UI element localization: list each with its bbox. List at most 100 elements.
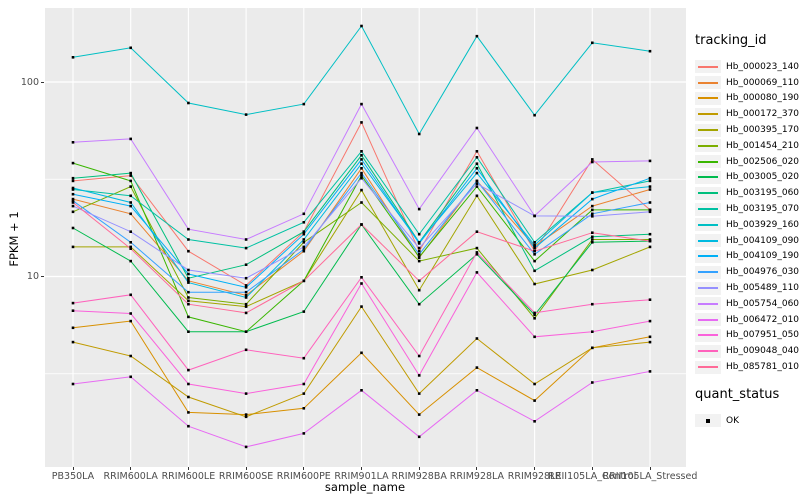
legend-entry: Hb_006472_010 xyxy=(695,312,799,328)
legend-title-tracking-id: tracking_id xyxy=(695,33,767,48)
data-point-Hb_004109_190 xyxy=(360,158,363,161)
data-point-Hb_007951_050 xyxy=(648,319,652,323)
legend-entry: Hb_004109_190 xyxy=(695,249,799,265)
legend-title-quant-status: quant_status xyxy=(695,386,780,402)
x-tick-label: RRIM600SE xyxy=(218,471,274,482)
data-point-Hb_000069_110 xyxy=(187,279,190,283)
x-tick-label: RRIM600LA xyxy=(103,471,158,482)
data-point-Hb_000172_370 xyxy=(129,354,132,358)
legend-line-icon xyxy=(698,287,718,290)
data-point-Hb_003005_020 xyxy=(187,330,190,333)
data-point-Hb_009048_040 xyxy=(187,368,190,372)
legend-entry-label: Hb_004976_030 xyxy=(726,267,800,278)
legend-entry: Hb_002506_020 xyxy=(695,154,799,170)
data-point-Hb_005754_060 xyxy=(648,159,652,163)
data-point-Hb_000172_370 xyxy=(648,340,652,344)
data-point-Hb_006472_010 xyxy=(533,420,536,423)
y-tick-mark xyxy=(41,276,44,277)
data-point-Hb_001454_210 xyxy=(71,210,75,214)
data-point-Hb_003195_060 xyxy=(187,276,190,280)
data-point-Hb_003195_060 xyxy=(244,263,248,266)
data-point-Hb_009048_040 xyxy=(417,354,421,358)
x-tick-mark xyxy=(361,467,362,470)
data-point-Hb_001454_210 xyxy=(533,317,536,320)
legend-key-swatch xyxy=(695,123,721,137)
legend-entry: Hb_001454_210 xyxy=(695,138,799,154)
legend-entry-label: Hb_003929_160 xyxy=(726,219,800,230)
data-point-Hb_004976_030 xyxy=(187,290,190,294)
legend-key-swatch xyxy=(695,186,721,200)
data-point-Hb_005489_110 xyxy=(360,176,363,180)
data-point-Hb_002506_020 xyxy=(533,259,536,263)
legend-key-swatch xyxy=(695,265,721,279)
legend-line-icon xyxy=(698,129,718,132)
data-point-Hb_085781_010 xyxy=(591,231,594,234)
data-point-Hb_006472_010 xyxy=(187,424,190,428)
data-point-Hb_003195_070 xyxy=(648,179,652,183)
data-point-Hb_000023_140 xyxy=(244,284,248,287)
legend-entry-label: Hb_006472_010 xyxy=(726,314,800,325)
data-point-Hb_003929_160 xyxy=(591,41,594,45)
legend-line-icon xyxy=(698,318,718,321)
legend-line-icon xyxy=(698,176,718,179)
data-point-Hb_003005_020 xyxy=(129,259,132,263)
data-point-Hb_006472_010 xyxy=(302,432,306,435)
legend-key-swatch xyxy=(695,139,721,153)
legend-line-icon xyxy=(698,192,718,195)
data-point-Hb_004976_030 xyxy=(591,212,594,216)
data-point-Hb_009048_040 xyxy=(360,276,363,279)
data-point-Hb_001454_210 xyxy=(648,238,652,241)
legend-entry-label: Hb_000080_190 xyxy=(726,93,800,104)
legend-key-swatch xyxy=(695,91,721,105)
data-point-Hb_000069_110 xyxy=(129,212,132,216)
data-point-Hb_003929_160 xyxy=(475,34,479,38)
data-point-Hb_007951_050 xyxy=(71,309,75,312)
quant-ok-key-swatch xyxy=(695,414,721,428)
data-point-Hb_004976_030 xyxy=(648,201,652,204)
data-point-Hb_005754_060 xyxy=(360,102,363,106)
data-point-Hb_003929_160 xyxy=(71,56,75,59)
legend-entry: Hb_000080_190 xyxy=(695,91,799,107)
data-point-Hb_000395_170 xyxy=(591,268,594,272)
data-point-Hb_000080_190 xyxy=(360,351,363,355)
quant-ok-label: OK xyxy=(726,415,739,426)
y-tick-mark xyxy=(41,81,44,83)
data-point-Hb_000080_190 xyxy=(533,399,536,402)
data-point-Hb_005489_110 xyxy=(648,210,652,214)
data-point-Hb_005754_060 xyxy=(417,207,421,211)
data-point-Hb_009048_040 xyxy=(533,311,536,315)
data-point-Hb_005754_060 xyxy=(302,212,306,216)
data-point-Hb_000069_110 xyxy=(360,167,363,170)
data-point-Hb_005754_060 xyxy=(71,141,75,144)
black-square-point-icon xyxy=(706,418,710,423)
legend-line-icon xyxy=(698,81,718,84)
x-tick-mark xyxy=(649,467,651,470)
data-point-Hb_005754_060 xyxy=(129,137,132,141)
data-point-Hb_000395_170 xyxy=(129,245,132,249)
legend-key-swatch xyxy=(695,313,721,327)
data-point-Hb_000069_110 xyxy=(71,197,75,201)
legend-line-icon xyxy=(698,144,718,147)
x-axis-title: sample_name xyxy=(324,480,406,494)
data-point-Hb_000172_370 xyxy=(475,337,479,340)
legend-line-icon xyxy=(698,239,718,242)
data-point-Hb_009048_040 xyxy=(71,301,75,305)
data-point-Hb_003195_070 xyxy=(187,238,190,241)
data-point-Hb_000069_110 xyxy=(244,294,248,297)
legend-line-icon xyxy=(698,271,718,274)
data-point-Hb_009048_040 xyxy=(244,348,248,352)
data-point-Hb_000395_170 xyxy=(417,288,421,292)
data-point-Hb_085781_010 xyxy=(71,201,75,204)
legend-key-swatch xyxy=(695,218,721,232)
x-tick-label: RRIM600LE xyxy=(161,471,216,482)
x-tick-mark xyxy=(418,467,420,470)
data-point-Hb_005754_060 xyxy=(591,160,594,164)
legend-entry: Hb_009048_040 xyxy=(695,343,799,359)
data-point-Hb_000172_370 xyxy=(360,305,363,308)
data-point-Hb_004109_090 xyxy=(533,243,536,247)
data-point-Hb_000395_170 xyxy=(360,188,363,192)
data-point-Hb_000172_370 xyxy=(244,415,248,419)
data-point-Hb_001454_210 xyxy=(360,201,363,204)
data-point-Hb_000080_190 xyxy=(417,413,421,416)
data-point-Hb_003929_160 xyxy=(187,101,190,105)
